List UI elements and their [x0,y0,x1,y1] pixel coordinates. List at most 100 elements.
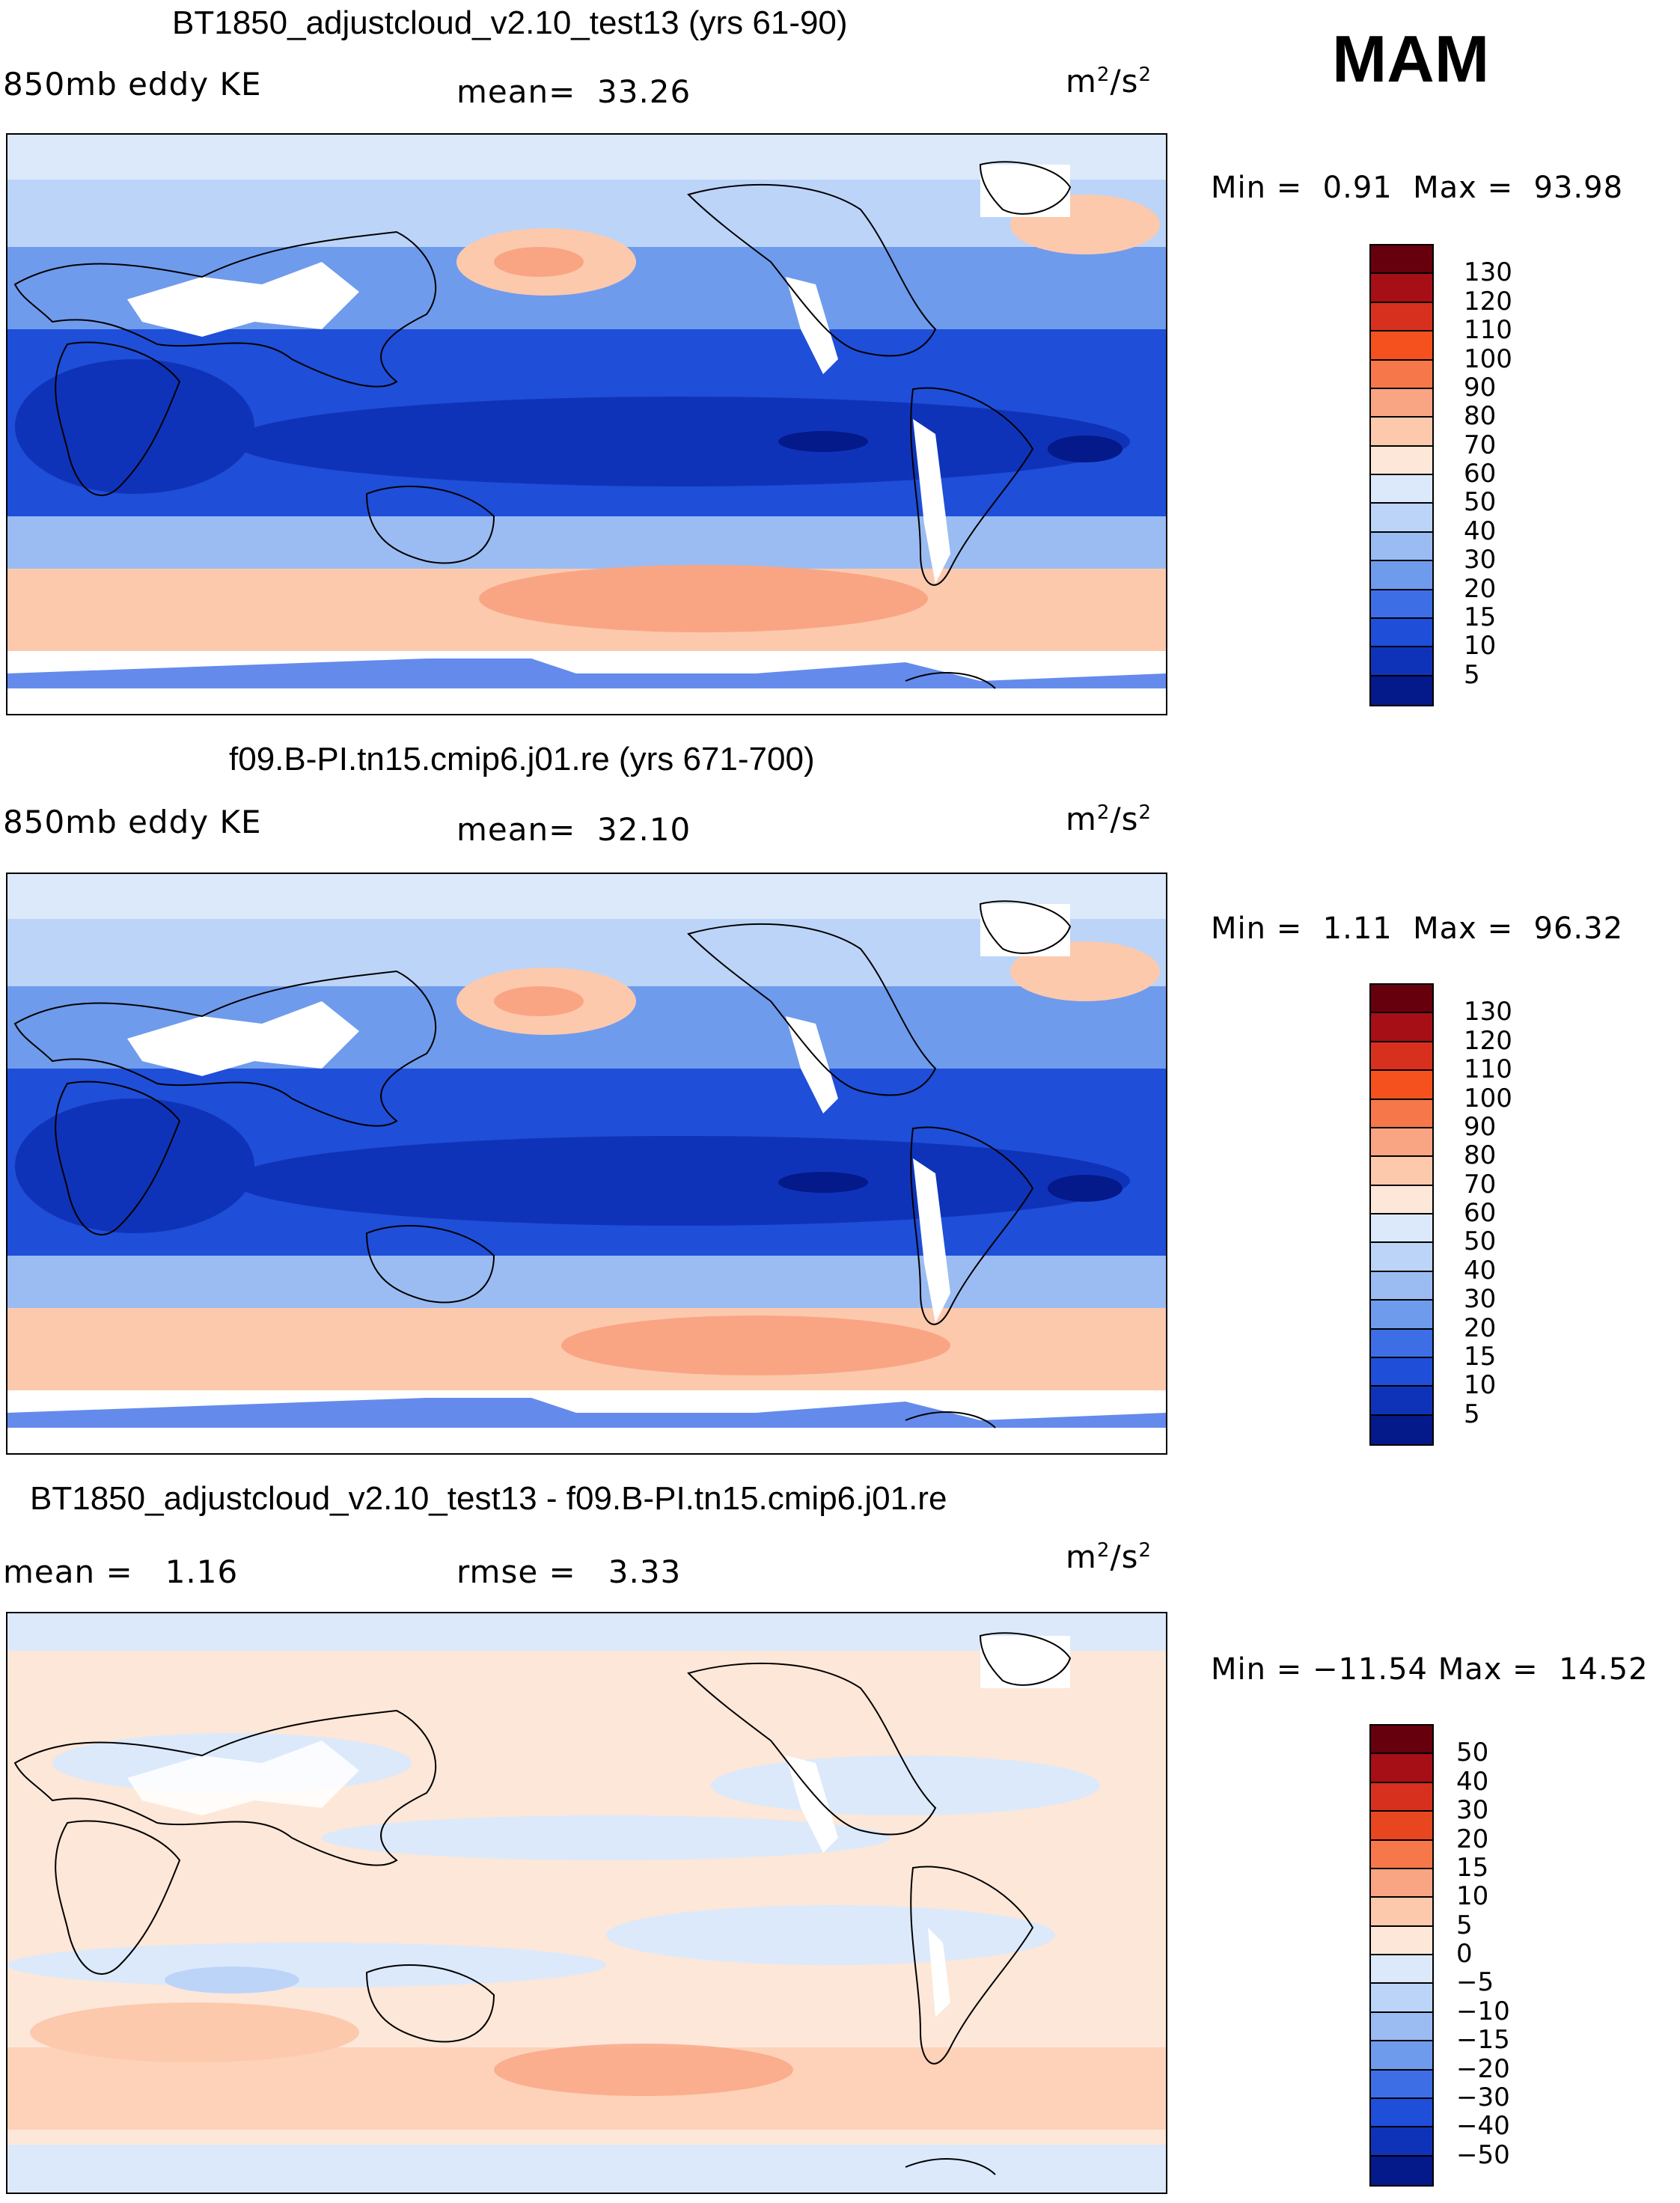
panel2-colorbar-swatch [1371,1214,1432,1244]
panel1-variable-label: 850mb eddy KE [3,66,262,103]
panel1-min-value: 0.91 [1322,171,1393,205]
panel1-colorbar-tick-label: 100 [1464,343,1512,374]
panel1-colorbar-swatch [1371,561,1432,590]
panel3-colorbar-tick-label: 20 [1456,1824,1489,1854]
panel3-map [6,1612,1167,2194]
panel1-colorbar-tick-label: 130 [1464,257,1512,288]
panel1-colorbar-tick-label: 40 [1464,516,1497,546]
panel2-colorbar-swatch [1371,1185,1432,1214]
panel2-colorbar-swatch [1371,985,1432,1014]
panel3-colorbar-tick-label: −30 [1456,2082,1510,2112]
panel3-colorbar [1369,1724,1434,2187]
panel2-map [6,873,1167,1455]
panel2-colorbar-swatch [1371,1329,1432,1358]
panel1-npac-core [494,247,584,277]
panel3-greenland-mask [980,1636,1070,1688]
panel3-units: m2/s2 [1066,1539,1152,1575]
panel2-namerica-coast [687,923,937,1096]
panel1-tibet-mask [127,262,359,337]
panel2-colorbar-tick-label: 90 [1464,1111,1497,1142]
panel1-rockies-mask [786,277,838,374]
panel2-variable-label: 850mb eddy KE [3,804,262,840]
panel3-colorbar-tick-label: −15 [1456,2025,1510,2056]
panel2-colorbar-swatch [1371,1357,1432,1387]
panel1-colorbar-swatch [1371,446,1432,475]
panel2-colorbar-tick-label: 50 [1464,1226,1497,1257]
panel2-colorbar-swatch [1371,1387,1432,1416]
panel1-title: BT1850_adjustcloud_v2.10_test13 (yrs 61-… [172,4,848,41]
panel1-colorbar-swatch [1371,532,1432,562]
panel2-colorbar-tick-label: 130 [1464,997,1512,1027]
panel2-colorbar-tick-label: 110 [1464,1054,1512,1085]
panel2-colorbar-swatch [1371,1099,1432,1128]
panel2-antarctic-edge [7,1398,1166,1428]
panel3-colorbar-swatch [1371,1955,1432,1984]
panel1-australia-coast [365,486,495,564]
panel1-sh-stormtrack-core [479,565,928,632]
panel3-max-value: 14.52 [1559,1652,1649,1687]
panel3-colorbar-tick-label: 0 [1456,1939,1473,1969]
panel3-colorbar-swatch [1371,1782,1432,1812]
panel3-colorbar-swatch [1371,1812,1432,1841]
panel3-colorbar-swatch [1371,2127,1432,2157]
panel1-sh-sub-band [7,516,1166,569]
panel3-eurasia-coast [13,1709,437,1866]
panel3-antarctic-peninsula [905,2158,996,2175]
panel1-colorbar-swatch [1371,647,1432,676]
panel1-map [6,133,1167,715]
panel3-colorbar-tick-label: 30 [1456,1795,1489,1826]
panel2-colorbar-tick-label: 70 [1464,1169,1497,1200]
panel1-africa-coast [55,341,181,496]
panel2-colorbar-swatch [1371,1243,1432,1272]
panel2-colorbar-swatch [1371,1301,1432,1330]
panel1-colorbar-swatch [1371,245,1432,275]
panel3-indian-neg [7,1943,606,1987]
panel2-coastlines [13,900,1072,1429]
panel2-tibet-mask [127,1001,359,1076]
panel2-africa-min [15,1099,254,1233]
panel2-eurasia-coast [13,970,437,1127]
panel2-colorbar-tick-label: 5 [1464,1399,1480,1429]
panel2-colorbar-swatch [1371,1071,1432,1100]
panel2-colorbar-tick-label: 40 [1464,1255,1497,1286]
panel3-colorbar-tick-label: −10 [1456,1996,1510,2026]
panel1-colorbar-swatch [1371,590,1432,619]
panel1-africa-min [15,359,254,494]
panel3-epac-neg [606,1905,1055,1965]
panel3-rockies-mask [786,1756,838,1853]
panel2-units: m2/s2 [1066,801,1152,837]
panel2-africa-coast [55,1081,181,1235]
panel3-tibet-mask [127,1741,359,1815]
panel3-min-value: −11.54 [1312,1652,1428,1687]
panel1-colorbar-tick-label: 50 [1464,487,1497,518]
panel1-colorbar-tick-label: 90 [1464,372,1497,403]
panel2-colorbar-swatch [1371,1013,1432,1042]
panel3-title: BT1850_adjustcloud_v2.10_test13 - f09.B-… [30,1480,947,1517]
panel3-colorbar-swatch [1371,1898,1432,1927]
panel3-colorbar-swatch [1371,2098,1432,2128]
panel3-australia-coast [365,1964,495,2043]
panel2-colorbar-tick-label: 10 [1464,1370,1497,1401]
panel1-colorbar-swatch [1371,618,1432,648]
panel3-colorbar-swatch [1371,2156,1432,2185]
panel1-colorbar-swatch [1371,418,1432,447]
panel3-colorbar-tick-label: 10 [1456,1881,1489,1912]
panel3-colorbar-tick-label: 15 [1456,1852,1489,1883]
panel3-colorbar-tick-label: −50 [1456,2139,1510,2170]
panel1-field [7,135,1166,714]
panel2-tropical-core [232,1136,1130,1226]
panel1-arctic-band [7,135,1166,180]
panel2-colorbar [1369,983,1434,1446]
panel2-colorbar-swatch [1371,1157,1432,1186]
panel1-atlantic-min [1048,436,1122,462]
panel1-colorbar-swatch [1371,504,1432,533]
panel1-colorbar-swatch [1371,388,1432,418]
panel2-colorbar-ticks: 130 120 110 100 90 80 70 60 50 40 30 20 15 10 5 [1464,983,1554,1446]
panel2-arctic-band [7,874,1166,919]
panel1-colorbar-tick-label: 110 [1464,315,1512,346]
panel3-colorbar-swatch [1371,1840,1432,1869]
panel2-colorbar-tick-label: 80 [1464,1140,1497,1171]
panel3-field [7,1613,1166,2193]
panel1-colorbar-tick-label: 60 [1464,459,1497,489]
panel3-colorbar-swatch [1371,2041,1432,2071]
